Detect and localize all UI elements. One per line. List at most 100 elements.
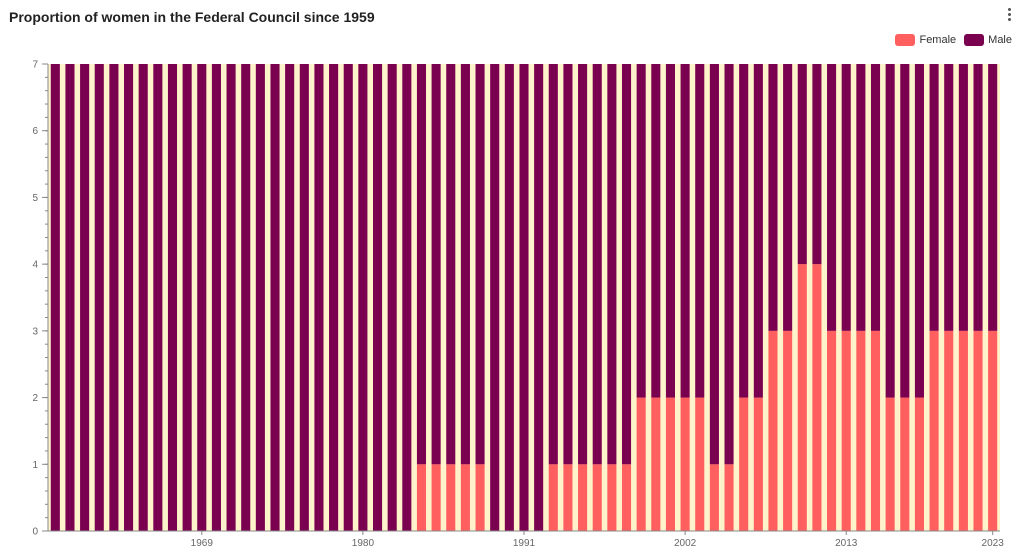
bar-male-1975 <box>285 64 295 531</box>
bar-female-2006 <box>739 397 749 531</box>
bar-male-2008 <box>768 64 778 331</box>
y-tick-label: 6 <box>32 126 38 137</box>
bar-female-1995 <box>578 464 588 531</box>
bar-male-1976 <box>299 64 309 531</box>
bar-female-1984 <box>416 464 427 531</box>
bar-female-2019 <box>929 330 939 531</box>
legend-swatch-male <box>964 34 985 46</box>
bar-male-2005 <box>724 64 734 465</box>
bar-male-1963 <box>109 64 119 531</box>
bar-male-1999 <box>636 64 646 398</box>
bar-female-2002 <box>680 397 690 531</box>
bar-male-1988 <box>475 64 485 465</box>
y-tick-label: 4 <box>32 260 38 271</box>
bar-female-2009 <box>783 330 793 531</box>
bar-female-2017 <box>900 397 910 531</box>
bar-male-1968 <box>182 64 192 531</box>
bar-male-2002 <box>680 64 690 398</box>
bar-male-1970 <box>211 64 221 531</box>
bar-female-2007 <box>753 397 763 531</box>
bar-female-1985 <box>431 464 441 531</box>
bar-female-2000 <box>651 397 661 531</box>
bar-male-1997 <box>607 64 617 465</box>
bar-male-2014 <box>856 64 866 331</box>
bar-male-1986 <box>446 64 456 465</box>
bar-male-1980 <box>358 64 368 531</box>
legend-label-female: Female <box>919 34 957 46</box>
bar-male-1981 <box>372 64 383 531</box>
bar-female-2010 <box>797 264 807 531</box>
bar-male-1989 <box>490 64 500 531</box>
legend-item-male[interactable]: Male <box>964 34 1012 46</box>
bar-female-1996 <box>592 464 602 531</box>
bar-male-1966 <box>153 64 163 531</box>
bar-male-1985 <box>431 64 441 465</box>
bar-female-2016 <box>885 397 895 531</box>
bar-female-2022 <box>973 330 983 531</box>
bar-male-2020 <box>944 64 954 331</box>
bar-female-2014 <box>856 330 866 531</box>
bar-male-1992 <box>534 64 544 531</box>
legend-label-male: Male <box>988 34 1012 46</box>
bar-male-2013 <box>841 64 851 331</box>
bar-female-2003 <box>695 397 705 531</box>
bar-male-1995 <box>578 64 588 465</box>
bar-female-1994 <box>563 464 573 531</box>
y-tick-label: 7 <box>32 60 38 71</box>
bar-female-2020 <box>944 330 954 531</box>
y-tick-label: 5 <box>32 193 38 204</box>
bar-female-1999 <box>636 397 646 531</box>
bar-female-1997 <box>607 464 617 531</box>
bar-male-1969 <box>197 64 207 531</box>
bar-female-1988 <box>475 464 485 531</box>
y-tick-label: 3 <box>32 326 38 337</box>
bar-male-1972 <box>241 64 251 531</box>
bar-male-1993 <box>548 64 558 465</box>
bar-male-2011 <box>812 64 822 265</box>
bar-male-1977 <box>314 64 324 531</box>
bar-male-2023 <box>988 64 998 331</box>
bar-male-2022 <box>973 64 983 331</box>
bar-male-2018 <box>914 64 924 398</box>
bar-male-2001 <box>665 64 676 398</box>
y-tick-label: 0 <box>32 527 38 538</box>
y-tick-label: 2 <box>32 393 38 404</box>
legend-swatch-female <box>895 34 916 46</box>
bar-male-1990 <box>504 64 514 531</box>
bar-male-1978 <box>329 64 339 531</box>
bar-male-1974 <box>270 64 280 531</box>
bar-male-2012 <box>827 64 837 331</box>
bar-male-2019 <box>929 64 939 331</box>
x-tick-label: 2023 <box>982 538 1005 549</box>
x-tick-label: 1969 <box>191 538 214 549</box>
y-tick-label: 1 <box>32 460 38 471</box>
bar-male-2004 <box>709 64 719 465</box>
bar-male-1991 <box>519 64 529 531</box>
bar-female-1998 <box>621 464 632 531</box>
legend-item-female[interactable]: Female <box>895 34 956 46</box>
bar-male-1998 <box>621 64 632 465</box>
bar-male-2009 <box>783 64 793 331</box>
bar-female-2012 <box>827 330 837 531</box>
x-tick-label: 1980 <box>352 538 375 549</box>
bar-male-2021 <box>958 64 968 331</box>
bar-male-1983 <box>402 64 412 531</box>
more-vertical-icon[interactable] <box>1003 8 1015 26</box>
bar-male-1964 <box>124 64 134 531</box>
bar-male-1971 <box>226 64 236 531</box>
bar-female-2013 <box>841 330 851 531</box>
bar-female-1987 <box>460 464 470 531</box>
bar-female-1993 <box>548 464 558 531</box>
bar-female-2004 <box>709 464 719 531</box>
bar-male-2006 <box>739 64 749 398</box>
bar-male-2015 <box>870 64 881 331</box>
x-tick-label: 2002 <box>674 538 697 549</box>
bar-male-2000 <box>651 64 661 398</box>
bar-male-1987 <box>460 64 470 465</box>
bar-female-2001 <box>665 397 676 531</box>
bar-male-1960 <box>65 64 75 531</box>
legend: Female Male <box>887 34 1012 46</box>
bar-male-2017 <box>900 64 910 398</box>
x-tick-label: 1991 <box>513 538 536 549</box>
